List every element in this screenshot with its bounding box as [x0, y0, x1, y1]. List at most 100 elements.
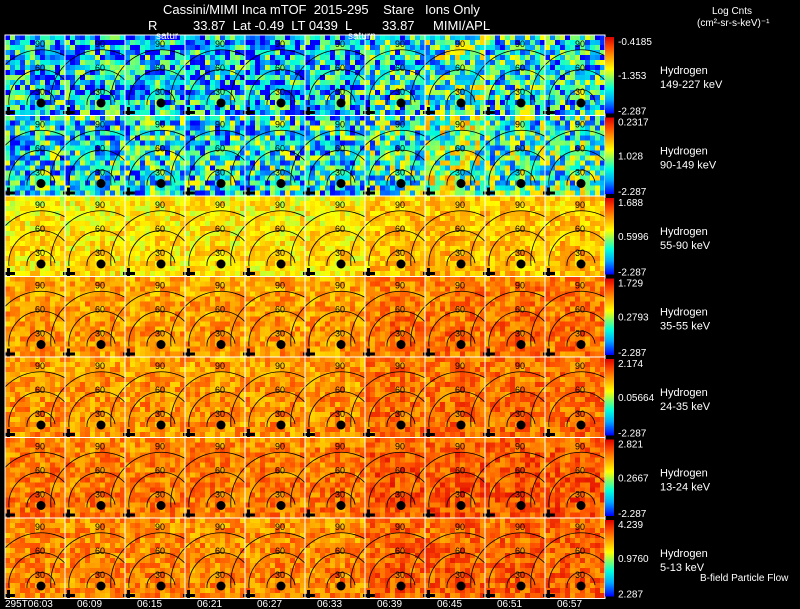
- latitude-label: 60: [35, 466, 45, 476]
- latitude-label: 60: [275, 385, 285, 395]
- latitude-label: 30: [575, 248, 585, 258]
- latitude-label: 60: [155, 305, 165, 315]
- latitude-arc: [26, 411, 56, 428]
- footer-note: B-field Particle Flow: [700, 573, 789, 584]
- latitude-arc: [26, 169, 56, 186]
- latitude-label: 30: [275, 329, 285, 339]
- latitude-label: 30: [455, 87, 465, 97]
- saturn-disk: [516, 179, 526, 188]
- latitude-label: 90: [575, 361, 585, 371]
- latitude-arc: [566, 330, 596, 347]
- crosshair-marker: [187, 509, 190, 520]
- latitude-label: 30: [215, 409, 225, 419]
- crosshair-marker: [547, 509, 550, 520]
- crosshair-marker: [427, 348, 430, 359]
- latitude-label: 90: [395, 522, 405, 532]
- latitude-label: 90: [455, 200, 465, 210]
- latitude-arc: [266, 250, 296, 267]
- saturn-disk: [516, 420, 526, 430]
- latitude-label: 60: [515, 385, 525, 395]
- latitude-label: 30: [335, 248, 345, 258]
- crosshair-marker: [547, 429, 550, 439]
- colorbar-max-label: 0.2317: [618, 118, 649, 129]
- saturn-disk: [576, 179, 586, 188]
- colorbar-mid-label: 0.5996: [618, 232, 649, 243]
- latitude-label: 90: [275, 120, 285, 130]
- latitude-label: 30: [455, 168, 465, 178]
- energy-row: 90 60 30 90 60 30 90 60 30 90 60 30 90 60 30 90 60 30 90 60…: [0, 34, 723, 118]
- crosshair-marker: [307, 509, 310, 520]
- species-label: Hydrogen: [660, 387, 708, 399]
- latitude-label: 90: [275, 39, 285, 49]
- latitude-arc: [446, 250, 476, 267]
- latitude-arc: [566, 250, 596, 267]
- crosshair-marker: [187, 590, 190, 600]
- energy-row: 90 60 30 90 60 30 90 60 30 90 60 30 90 60 30 90 60 30 90 60…: [0, 517, 708, 601]
- latitude-label: 60: [335, 385, 345, 395]
- latitude-arc: [26, 572, 56, 589]
- latitude-arc: [326, 169, 356, 186]
- species-label: Hydrogen: [660, 146, 708, 158]
- saturn-disk: [156, 501, 166, 510]
- latitude-label: 90: [95, 442, 105, 452]
- angular-tile: 90 60 30: [410, 356, 512, 439]
- time-label: 295T06:03: [5, 599, 53, 609]
- angular-tile: 90 60 30: [0, 517, 92, 600]
- energy-label: 35-55 keV: [660, 321, 711, 333]
- colorbar-min-label: -2.287: [618, 187, 647, 198]
- angular-tile: 90 60 30: [530, 276, 632, 359]
- latitude-label: 90: [395, 361, 405, 371]
- saturn-disk: [156, 581, 166, 591]
- latitude-label: 90: [455, 39, 465, 49]
- latitude-label: 30: [215, 570, 225, 580]
- angular-tile: 90 60 30: [230, 356, 332, 439]
- angular-tile: 90 60 30: [290, 517, 392, 600]
- latitude-label: 60: [155, 144, 165, 154]
- latitude-label: 30: [95, 87, 105, 97]
- latitude-label: 90: [455, 281, 465, 291]
- latitude-label: 60: [575, 224, 585, 234]
- latitude-label: 60: [95, 466, 105, 476]
- energy-label: 13-24 keV: [660, 482, 711, 494]
- latitude-arc: [206, 572, 236, 589]
- crosshair-marker: [307, 268, 310, 278]
- crosshair-marker: [187, 107, 190, 117]
- saturn-disk: [396, 98, 406, 108]
- saturn-disk: [336, 179, 346, 188]
- angular-tile: 90 60 30: [470, 517, 572, 600]
- latitude-label: 30: [215, 329, 225, 339]
- latitude-arc: [530, 49, 632, 106]
- crosshair-marker: [547, 590, 550, 600]
- latitude-label: 30: [215, 248, 225, 258]
- colorbar-mid-label: 1.028: [618, 152, 643, 163]
- latitude-label: 90: [515, 120, 525, 130]
- crosshair-marker: [307, 107, 310, 117]
- saturn-disk: [336, 98, 346, 108]
- latitude-arc: [566, 411, 596, 428]
- crosshair-marker: [67, 348, 70, 359]
- angular-tile: 90 60 30: [530, 356, 632, 439]
- angular-tile: 90 60 30: [170, 34, 272, 117]
- angular-tile: 90 60 30: [530, 437, 632, 520]
- latitude-label: 60: [215, 385, 225, 395]
- angular-tile: 90 60 30: [350, 517, 452, 600]
- latitude-label: 60: [215, 63, 225, 73]
- saturn-disk: [276, 420, 286, 430]
- tile-pixels: [125, 276, 185, 357]
- latitude-label: 90: [275, 281, 285, 291]
- crosshair-marker: [127, 509, 130, 520]
- latitude-label: 60: [35, 546, 45, 556]
- tile-pixels: [245, 115, 305, 196]
- latitude-label: 60: [95, 305, 105, 315]
- angular-tile: 90 60 30: [410, 34, 512, 117]
- crosshair-marker: [307, 348, 310, 359]
- saturn-disk: [576, 340, 586, 349]
- latitude-label: 90: [275, 442, 285, 452]
- saturn-disk: [576, 259, 586, 269]
- latitude-arc: [326, 572, 356, 589]
- latitude-arc: [266, 411, 296, 428]
- species-label: Hydrogen: [660, 226, 708, 238]
- saturn-disk: [456, 179, 466, 188]
- latitude-label: 60: [275, 144, 285, 154]
